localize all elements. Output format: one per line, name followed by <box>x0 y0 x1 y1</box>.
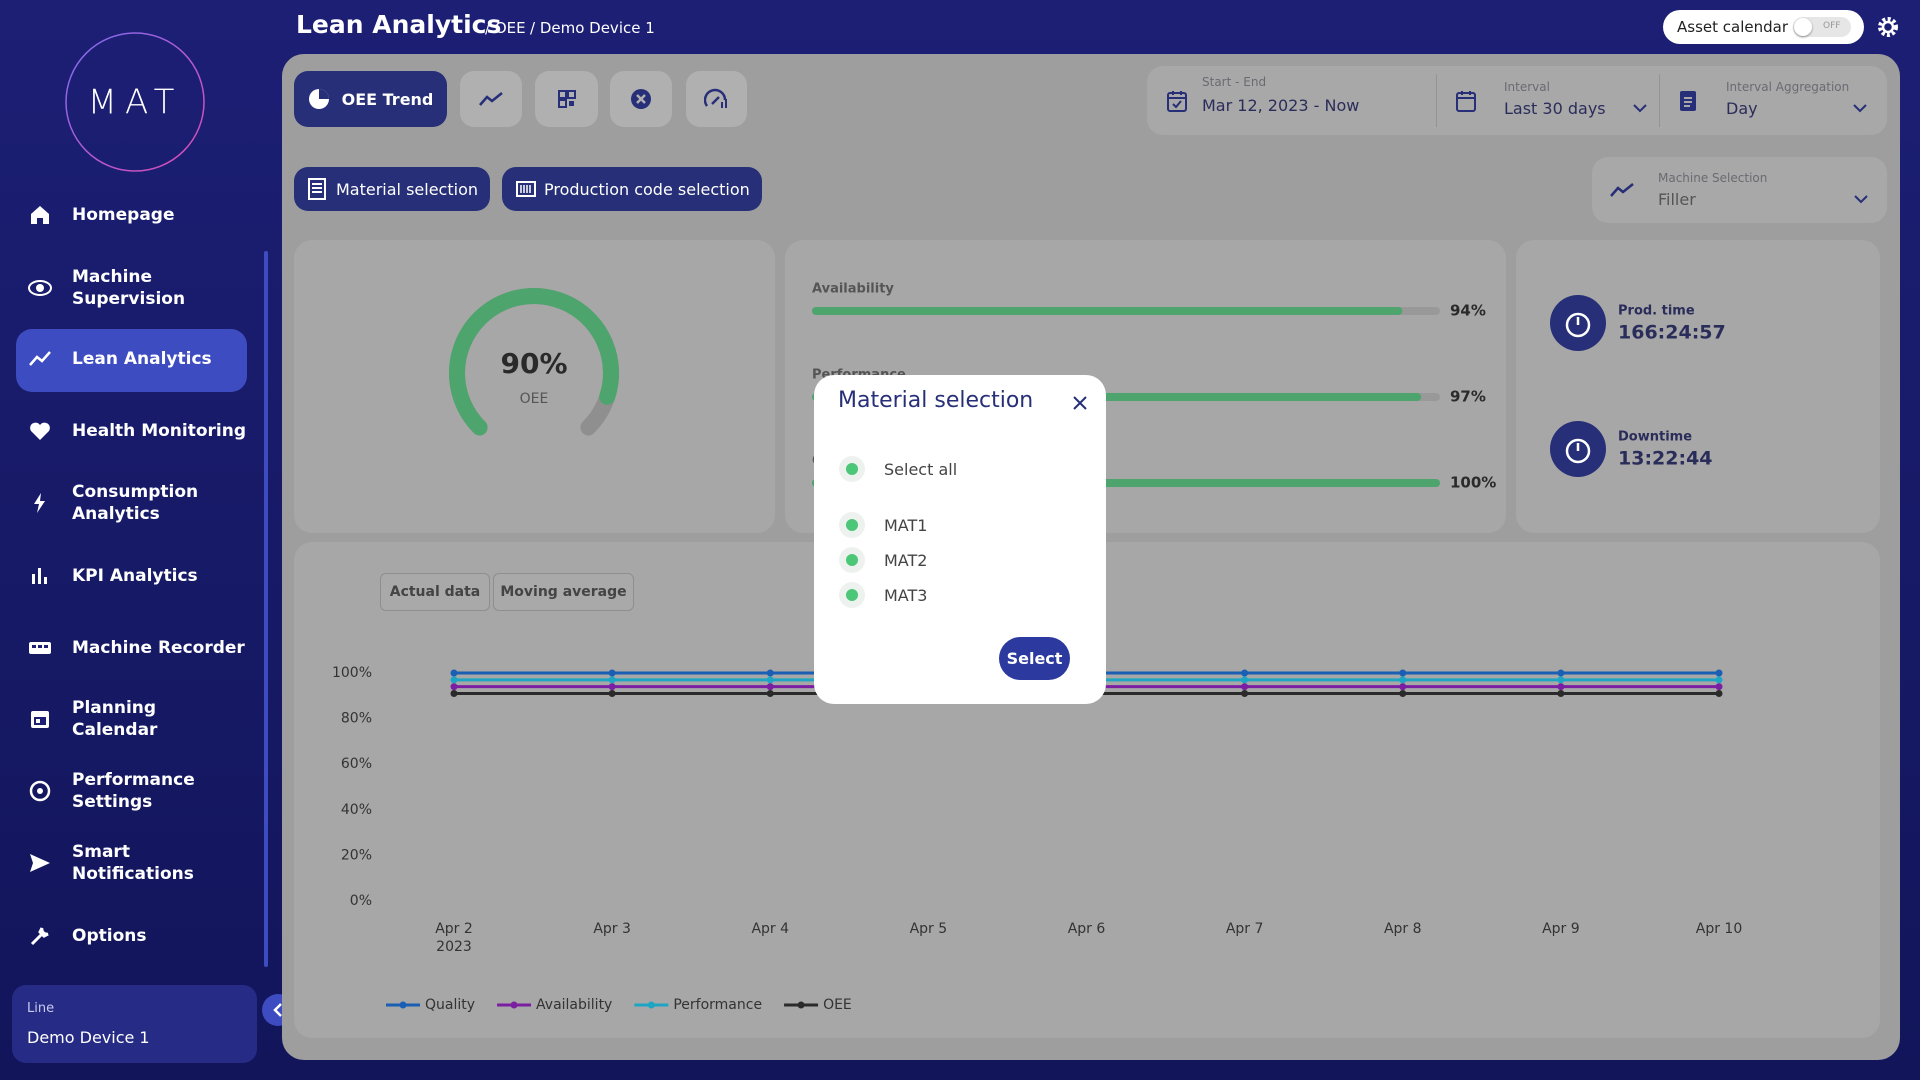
option-check <box>838 581 866 609</box>
series-point <box>767 676 774 683</box>
option-label: MAT2 <box>884 551 927 570</box>
series-point <box>1557 683 1564 690</box>
select-label: Select <box>1007 649 1063 668</box>
x-tick-label: Apr 2 <box>435 921 473 937</box>
material-modal: Material selection Select all MAT1 MAT2 MAT… <box>814 375 1106 704</box>
series-point <box>767 670 774 677</box>
y-tick-label: 40% <box>341 802 372 818</box>
option-label: Select all <box>884 460 957 479</box>
y-tick-label: 60% <box>341 756 372 772</box>
x-tick-label: Apr 7 <box>1226 921 1264 937</box>
modal-option[interactable]: Select all <box>838 455 957 483</box>
y-tick-label: 0% <box>350 893 372 909</box>
legend-label[interactable]: Availability <box>536 997 612 1013</box>
series-point <box>451 683 458 690</box>
series-point <box>1716 683 1723 690</box>
legend-label[interactable]: Performance <box>673 997 762 1013</box>
legend-dot <box>798 1002 805 1009</box>
series-point <box>1557 670 1564 677</box>
option-check <box>838 546 866 574</box>
series-point <box>1241 683 1248 690</box>
series-point <box>1399 690 1406 697</box>
legend-label[interactable]: OEE <box>823 997 852 1013</box>
x-tick-label: Apr 10 <box>1696 921 1742 937</box>
series-point <box>1716 676 1723 683</box>
series-point <box>1716 690 1723 697</box>
series-point <box>1399 670 1406 677</box>
option-check <box>838 455 866 483</box>
legend-label[interactable]: Quality <box>425 997 475 1013</box>
series-point <box>767 683 774 690</box>
x-tick-label: Apr 6 <box>1068 921 1106 937</box>
series-point <box>451 676 458 683</box>
x-tick-label: Apr 8 <box>1384 921 1422 937</box>
x-tick-label: Apr 3 <box>593 921 631 937</box>
modal-title: Material selection <box>838 388 1033 413</box>
series-point <box>1241 676 1248 683</box>
y-tick-label: 100% <box>332 665 372 681</box>
series-point <box>609 670 616 677</box>
option-label: MAT3 <box>884 586 927 605</box>
x-tick-label: Apr 4 <box>751 921 789 937</box>
series-point <box>451 690 458 697</box>
series-point <box>1716 670 1723 677</box>
x-tick-label: Apr 9 <box>1542 921 1580 937</box>
legend-dot <box>511 1002 518 1009</box>
series-point <box>451 670 458 677</box>
modal-option[interactable]: MAT1 <box>838 511 927 539</box>
select-button[interactable]: Select <box>999 637 1070 680</box>
legend-dot <box>400 1002 407 1009</box>
y-tick-label: 20% <box>341 847 372 863</box>
modal-option[interactable]: MAT3 <box>838 581 927 609</box>
x-year-label: 2023 <box>436 939 472 955</box>
legend-dot <box>648 1002 655 1009</box>
option-check <box>838 511 866 539</box>
series-point <box>1241 670 1248 677</box>
series-point <box>1557 690 1564 697</box>
series-point <box>1557 676 1564 683</box>
series-point <box>767 690 774 697</box>
modal-option[interactable]: MAT2 <box>838 546 927 574</box>
y-tick-label: 80% <box>341 711 372 727</box>
series-point <box>1399 676 1406 683</box>
series-point <box>609 683 616 690</box>
series-point <box>1241 690 1248 697</box>
series-point <box>609 690 616 697</box>
series-point <box>609 676 616 683</box>
series-point <box>1399 683 1406 690</box>
x-tick-label: Apr 5 <box>910 921 948 937</box>
modal-close[interactable] <box>1072 395 1088 411</box>
option-label: MAT1 <box>884 516 927 535</box>
